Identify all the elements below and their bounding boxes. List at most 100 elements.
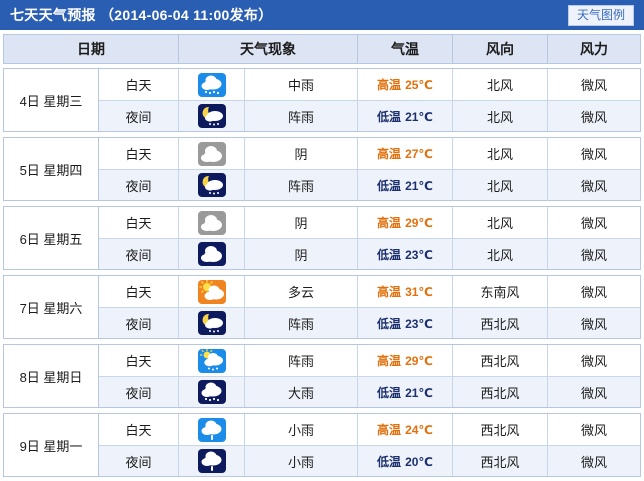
temp-value: 23℃	[405, 247, 433, 262]
temp-value: 29℃	[405, 354, 433, 368]
weather-icon-cell	[178, 207, 244, 238]
forecast-row-night: 夜间 小雨 低温 20℃ 西北风 微风	[99, 445, 640, 476]
period-label: 夜间	[125, 385, 152, 401]
wind-direction: 北风	[452, 69, 547, 100]
temp-label: 低温	[377, 454, 402, 469]
wind-force: 微风	[547, 276, 640, 307]
period-label: 白天	[125, 285, 152, 300]
period-label: 夜间	[125, 109, 152, 125]
temp-value: 23℃	[405, 316, 433, 331]
temperature-cell: 高温 29℃	[357, 207, 452, 238]
forecast-day-group: 7日 星期六 白天 多云 高温 31℃ 东南风 微风 夜间 阵雨 低温 23℃ 西北风 微风	[3, 275, 641, 339]
wind-direction: 西北风	[452, 308, 547, 338]
temperature-cell: 低温 23℃	[357, 308, 452, 338]
weather-icon-cell	[178, 446, 244, 476]
temp-value: 21℃	[405, 178, 433, 193]
weather-legend-button[interactable]: 天气图例	[567, 4, 634, 26]
forecast-date: 6日 星期五	[4, 207, 99, 269]
weather-phenomenon: 小雨	[244, 414, 357, 445]
forecast-periods: 白天 小雨 高温 24℃ 西北风 微风 夜间 小雨 低温 20℃ 西北风 微风	[99, 414, 640, 476]
weather-icon-cell	[178, 414, 244, 445]
forecast-date: 5日 星期四	[4, 138, 99, 200]
wind-direction: 西北风	[452, 414, 547, 445]
weather-icon-cell	[178, 308, 244, 338]
temp-label: 高温	[377, 147, 402, 161]
forecast-periods: 白天阴高温 27℃ 北风 微风 夜间 阵雨 低温 21℃ 北风 微风	[99, 138, 640, 200]
weather-icon-cell	[178, 276, 244, 307]
wind-force: 微风	[547, 377, 640, 407]
forecast-periods: 白天 中雨 高温 25℃ 北风 微风 夜间 阵雨 低温 21℃ 北风 微风	[99, 69, 640, 131]
weather-icon-cell	[178, 69, 244, 100]
temp-value: 24℃	[405, 423, 433, 437]
period-label: 夜间	[125, 454, 152, 470]
wind-force: 微风	[547, 308, 640, 338]
period-label: 夜间	[125, 178, 152, 194]
moderate-rain-icon	[197, 72, 226, 97]
wind-force: 微风	[547, 69, 640, 100]
weather-phenomenon: 阵雨	[244, 101, 357, 131]
temp-label: 高温	[377, 354, 402, 368]
column-header-wind-force: 风力	[547, 35, 640, 63]
temperature-cell: 高温 25℃	[357, 69, 452, 100]
period-label: 白天	[125, 423, 152, 438]
weather-phenomenon: 大雨	[244, 377, 357, 407]
temp-label: 低温	[377, 109, 402, 124]
column-header-phenomenon: 天气现象	[178, 35, 357, 63]
wind-direction: 北风	[452, 101, 547, 131]
forecast-day-group: 4日 星期三 白天 中雨 高温 25℃ 北风 微风 夜间 阵雨 低温 21℃ 北风 微风	[3, 68, 641, 132]
temp-value: 21℃	[405, 385, 433, 400]
wind-force: 微风	[547, 345, 640, 376]
shower-night-icon	[197, 173, 226, 197]
temp-label: 低温	[377, 247, 402, 262]
temp-value: 27℃	[405, 147, 433, 161]
forecast-date: 4日 星期三	[4, 69, 99, 131]
temp-value: 29℃	[405, 216, 433, 230]
forecast-row-day: 白天阴高温 27℃ 北风 微风	[99, 138, 640, 169]
forecast-row-day: 白天 中雨 高温 25℃ 北风 微风	[99, 69, 640, 100]
wind-direction: 北风	[452, 239, 547, 269]
period-label: 白天	[125, 216, 152, 231]
weather-phenomenon: 阴	[244, 138, 357, 169]
temperature-cell: 低温 21℃	[357, 170, 452, 200]
temp-label: 高温	[377, 423, 402, 437]
temperature-cell: 高温 29℃	[357, 345, 452, 376]
temp-label: 高温	[377, 216, 402, 230]
forecast-date: 7日 星期六	[4, 276, 99, 338]
forecast-table: 日期 天气现象 气温 风向 风力 4日 星期三 白天 中雨 高温 25℃ 北风 微风 夜间 阵雨…	[0, 30, 644, 481]
temperature-cell: 低温 20℃	[357, 446, 452, 476]
forecast-day-group: 5日 星期四 白天阴高温 27℃ 北风 微风 夜间 阵雨 低温 21℃ 北风 微风	[3, 137, 641, 201]
forecast-day-group: 8日 星期日 白天 阵雨 高温 29℃ 西北风 微风 夜间 大雨 低温 21℃ 西北风 微风	[3, 344, 641, 408]
forecast-row-day: 白天 小雨 高温 24℃ 西北风 微风	[99, 414, 640, 445]
period-label: 夜间	[125, 316, 152, 332]
temperature-cell: 低温 23℃	[357, 239, 452, 269]
wind-force: 微风	[547, 414, 640, 445]
weather-phenomenon: 阴	[244, 239, 357, 269]
temperature-cell: 高温 27℃	[357, 138, 452, 169]
forecast-row-night: 夜间 阵雨 低温 21℃ 北风 微风	[99, 100, 640, 131]
weather-phenomenon: 阵雨	[244, 170, 357, 200]
forecast-row-night: 夜间 阵雨 低温 23℃ 西北风 微风	[99, 307, 640, 338]
temp-value: 20℃	[405, 454, 433, 469]
weather-phenomenon: 中雨	[244, 69, 357, 100]
wind-force: 微风	[547, 239, 640, 269]
temperature-cell: 高温 24℃	[357, 414, 452, 445]
light-rain-night-icon	[197, 449, 226, 473]
temp-label: 低温	[377, 316, 402, 331]
column-header-date: 日期	[77, 41, 105, 57]
forecast-row-night: 夜间 大雨 低温 21℃ 西北风 微风	[99, 376, 640, 407]
temperature-cell: 低温 21℃	[357, 101, 452, 131]
weather-icon-cell	[178, 345, 244, 376]
wind-force: 微风	[547, 170, 640, 200]
forecast-periods: 白天 多云 高温 31℃ 东南风 微风 夜间 阵雨 低温 23℃ 西北风 微风	[99, 276, 640, 338]
forecast-date: 9日 星期一	[4, 414, 99, 476]
forecast-row-night: 夜间 阵雨 低温 21℃ 北风 微风	[99, 169, 640, 200]
period-label: 白天	[125, 147, 152, 162]
wind-direction: 北风	[452, 170, 547, 200]
weather-icon-cell	[178, 170, 244, 200]
temp-label: 高温	[377, 78, 402, 92]
overcast-icon	[197, 210, 226, 235]
title-bar: 七天天气预报 （2014-06-04 11:00发布） 天气图例	[0, 0, 644, 30]
weather-phenomenon: 小雨	[244, 446, 357, 476]
shower-day-icon	[197, 348, 226, 373]
